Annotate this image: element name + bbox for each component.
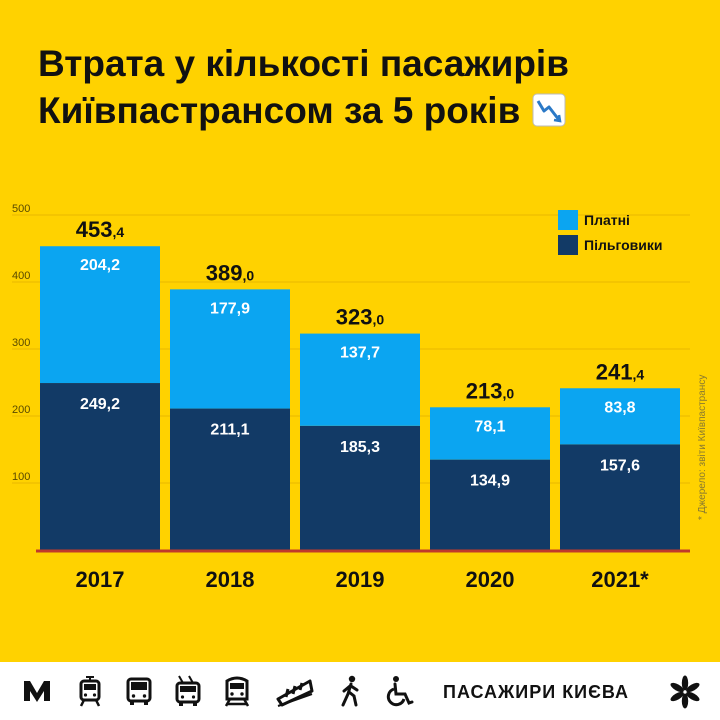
funicular-icon <box>276 679 314 707</box>
value-label-paid: 177,9 <box>210 300 250 317</box>
value-label-paid: 137,7 <box>340 345 380 362</box>
legend-label-paid: Платні <box>584 212 630 228</box>
value-label-benefit: 157,6 <box>600 457 640 474</box>
value-label-benefit: 134,9 <box>470 473 510 490</box>
y-tick-label: 400 <box>12 270 30 282</box>
footer: ПАСАЖИРИ КИЄВА <box>0 662 720 720</box>
x-axis-label: 2019 <box>336 567 385 592</box>
wheelchair-icon <box>386 676 414 707</box>
title-line-2: Київпастрансом за 5 років <box>38 87 569 134</box>
chestnut-leaf-icon <box>670 675 700 709</box>
y-tick-label: 100 <box>12 471 30 483</box>
total-label: 241,4 <box>596 359 645 384</box>
pedestrian-icon <box>341 675 359 707</box>
total-label: 453,4 <box>76 217 125 242</box>
title-line-1: Втрата у кількості пасажирів <box>38 43 569 84</box>
total-label: 323,0 <box>336 305 385 330</box>
legend-swatch-paid <box>558 210 578 230</box>
x-axis-label: 2017 <box>76 567 125 592</box>
bar-benefit-segment <box>170 408 290 550</box>
chart-decreasing-icon <box>532 93 566 127</box>
bar-paid-segment <box>300 333 420 426</box>
metro-icon <box>24 681 50 702</box>
y-tick-label: 200 <box>12 404 30 416</box>
x-axis-label: 2021* <box>591 567 649 592</box>
bar-paid-segment <box>430 407 550 460</box>
total-label: 213,0 <box>466 378 515 403</box>
bar-benefit-segment <box>560 444 680 550</box>
value-label-benefit: 211,1 <box>210 422 249 439</box>
bar-benefit-segment <box>300 425 420 550</box>
legend: Платні Пільговики <box>558 210 662 255</box>
trolleybus-icon <box>175 675 201 706</box>
value-label-paid: 83,8 <box>604 399 635 416</box>
y-tick-label: 500 <box>12 203 30 215</box>
x-axis-label: 2020 <box>466 567 515 592</box>
page-title: Втрата у кількості пасажирів Київпастран… <box>38 40 569 134</box>
x-axis-label: 2018 <box>206 567 255 592</box>
source-note: * Джерело: звіти Київпастрансу <box>697 374 708 520</box>
bar-benefit-segment <box>430 459 550 550</box>
legend-label-benefit: Пільговики <box>584 237 662 253</box>
train-icon <box>224 676 250 707</box>
bar-paid-segment <box>560 388 680 445</box>
value-label-paid: 204,2 <box>80 257 120 274</box>
bar-benefit-segment <box>40 383 160 550</box>
y-tick-label: 300 <box>12 337 30 349</box>
bar-paid-segment <box>40 246 160 384</box>
title-line-2-text: Київпастрансом за 5 років <box>38 90 521 131</box>
tram-icon <box>79 676 101 707</box>
value-label-paid: 78,1 <box>474 418 505 435</box>
value-label-benefit: 249,2 <box>80 396 120 413</box>
brand-name: ПАСАЖИРИ КИЄВА <box>443 682 630 702</box>
bar-paid-segment <box>170 289 290 409</box>
bus-icon <box>126 677 152 705</box>
value-label-benefit: 185,3 <box>340 439 380 456</box>
legend-swatch-benefit <box>558 235 578 255</box>
total-label: 389,0 <box>206 260 255 285</box>
